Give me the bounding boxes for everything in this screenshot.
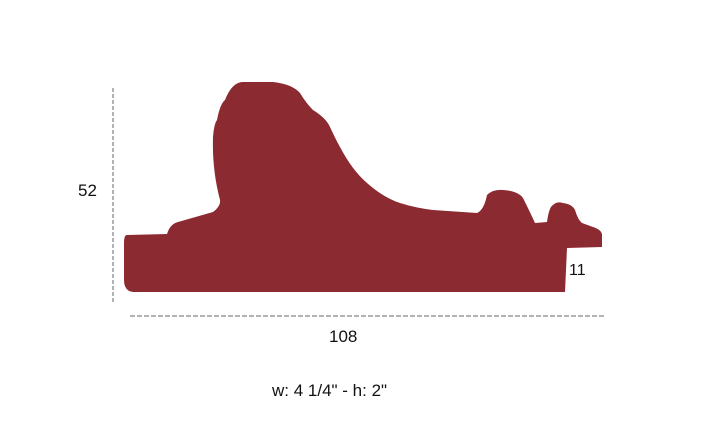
moulding-profile xyxy=(124,82,602,292)
caption: w: 4 1/4" - h: 2" xyxy=(272,381,388,400)
rebate-label: 11 xyxy=(569,262,586,279)
width-label: 108 xyxy=(329,327,358,346)
height-label: 52 xyxy=(78,181,97,200)
